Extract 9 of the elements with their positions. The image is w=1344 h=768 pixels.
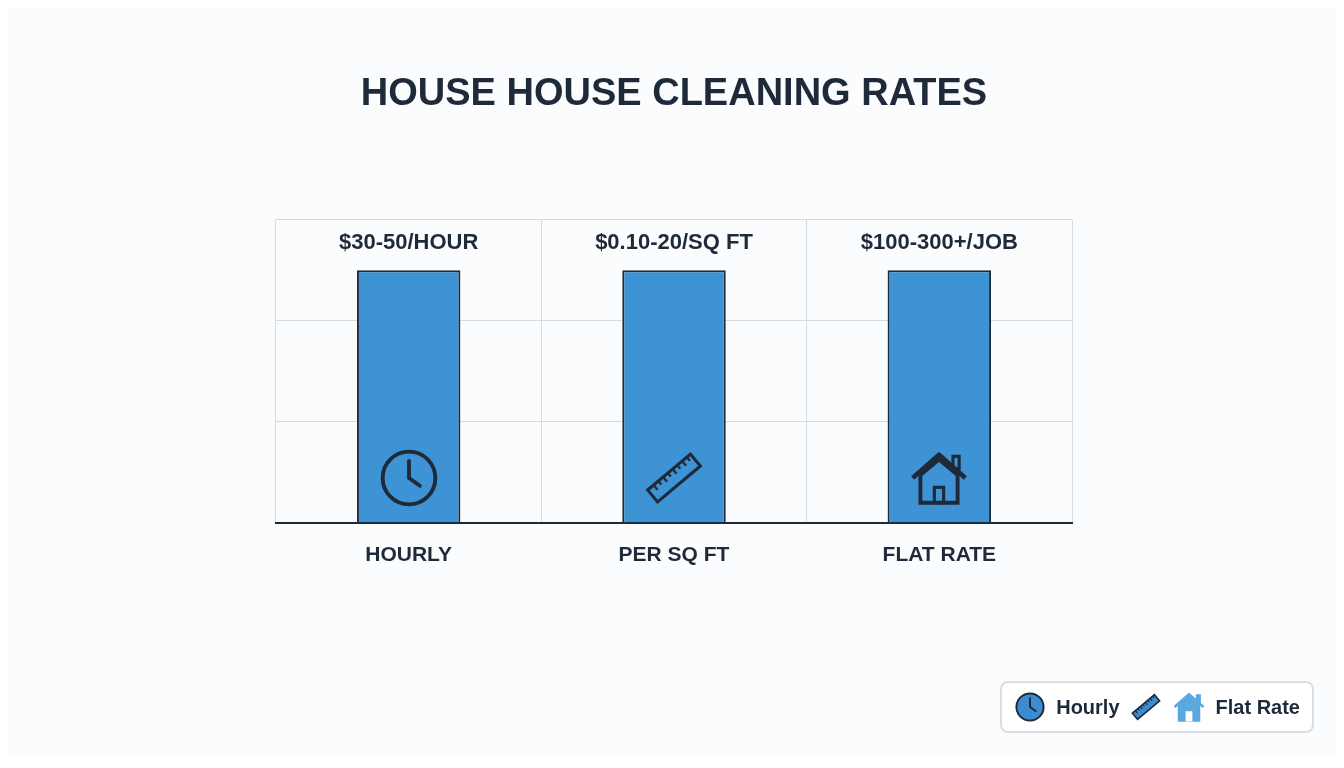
- text: Hourly: [1056, 695, 1120, 719]
- chart-title: HOUSE HOUSE CLEANING RATES: [360, 71, 988, 114]
- annotation: $100-300+/JOB: [860, 229, 1018, 255]
- annotation: $0.10-20/SQ FT: [595, 229, 754, 255]
- x-tick-label: FLAT RATE: [882, 542, 997, 566]
- x-tick-label: HOURLY: [365, 542, 453, 566]
- x-tick-label: PER SQ FT: [618, 542, 730, 566]
- text: Flat Rate: [1215, 695, 1300, 719]
- annotation: $30-50/HOUR: [338, 229, 479, 255]
